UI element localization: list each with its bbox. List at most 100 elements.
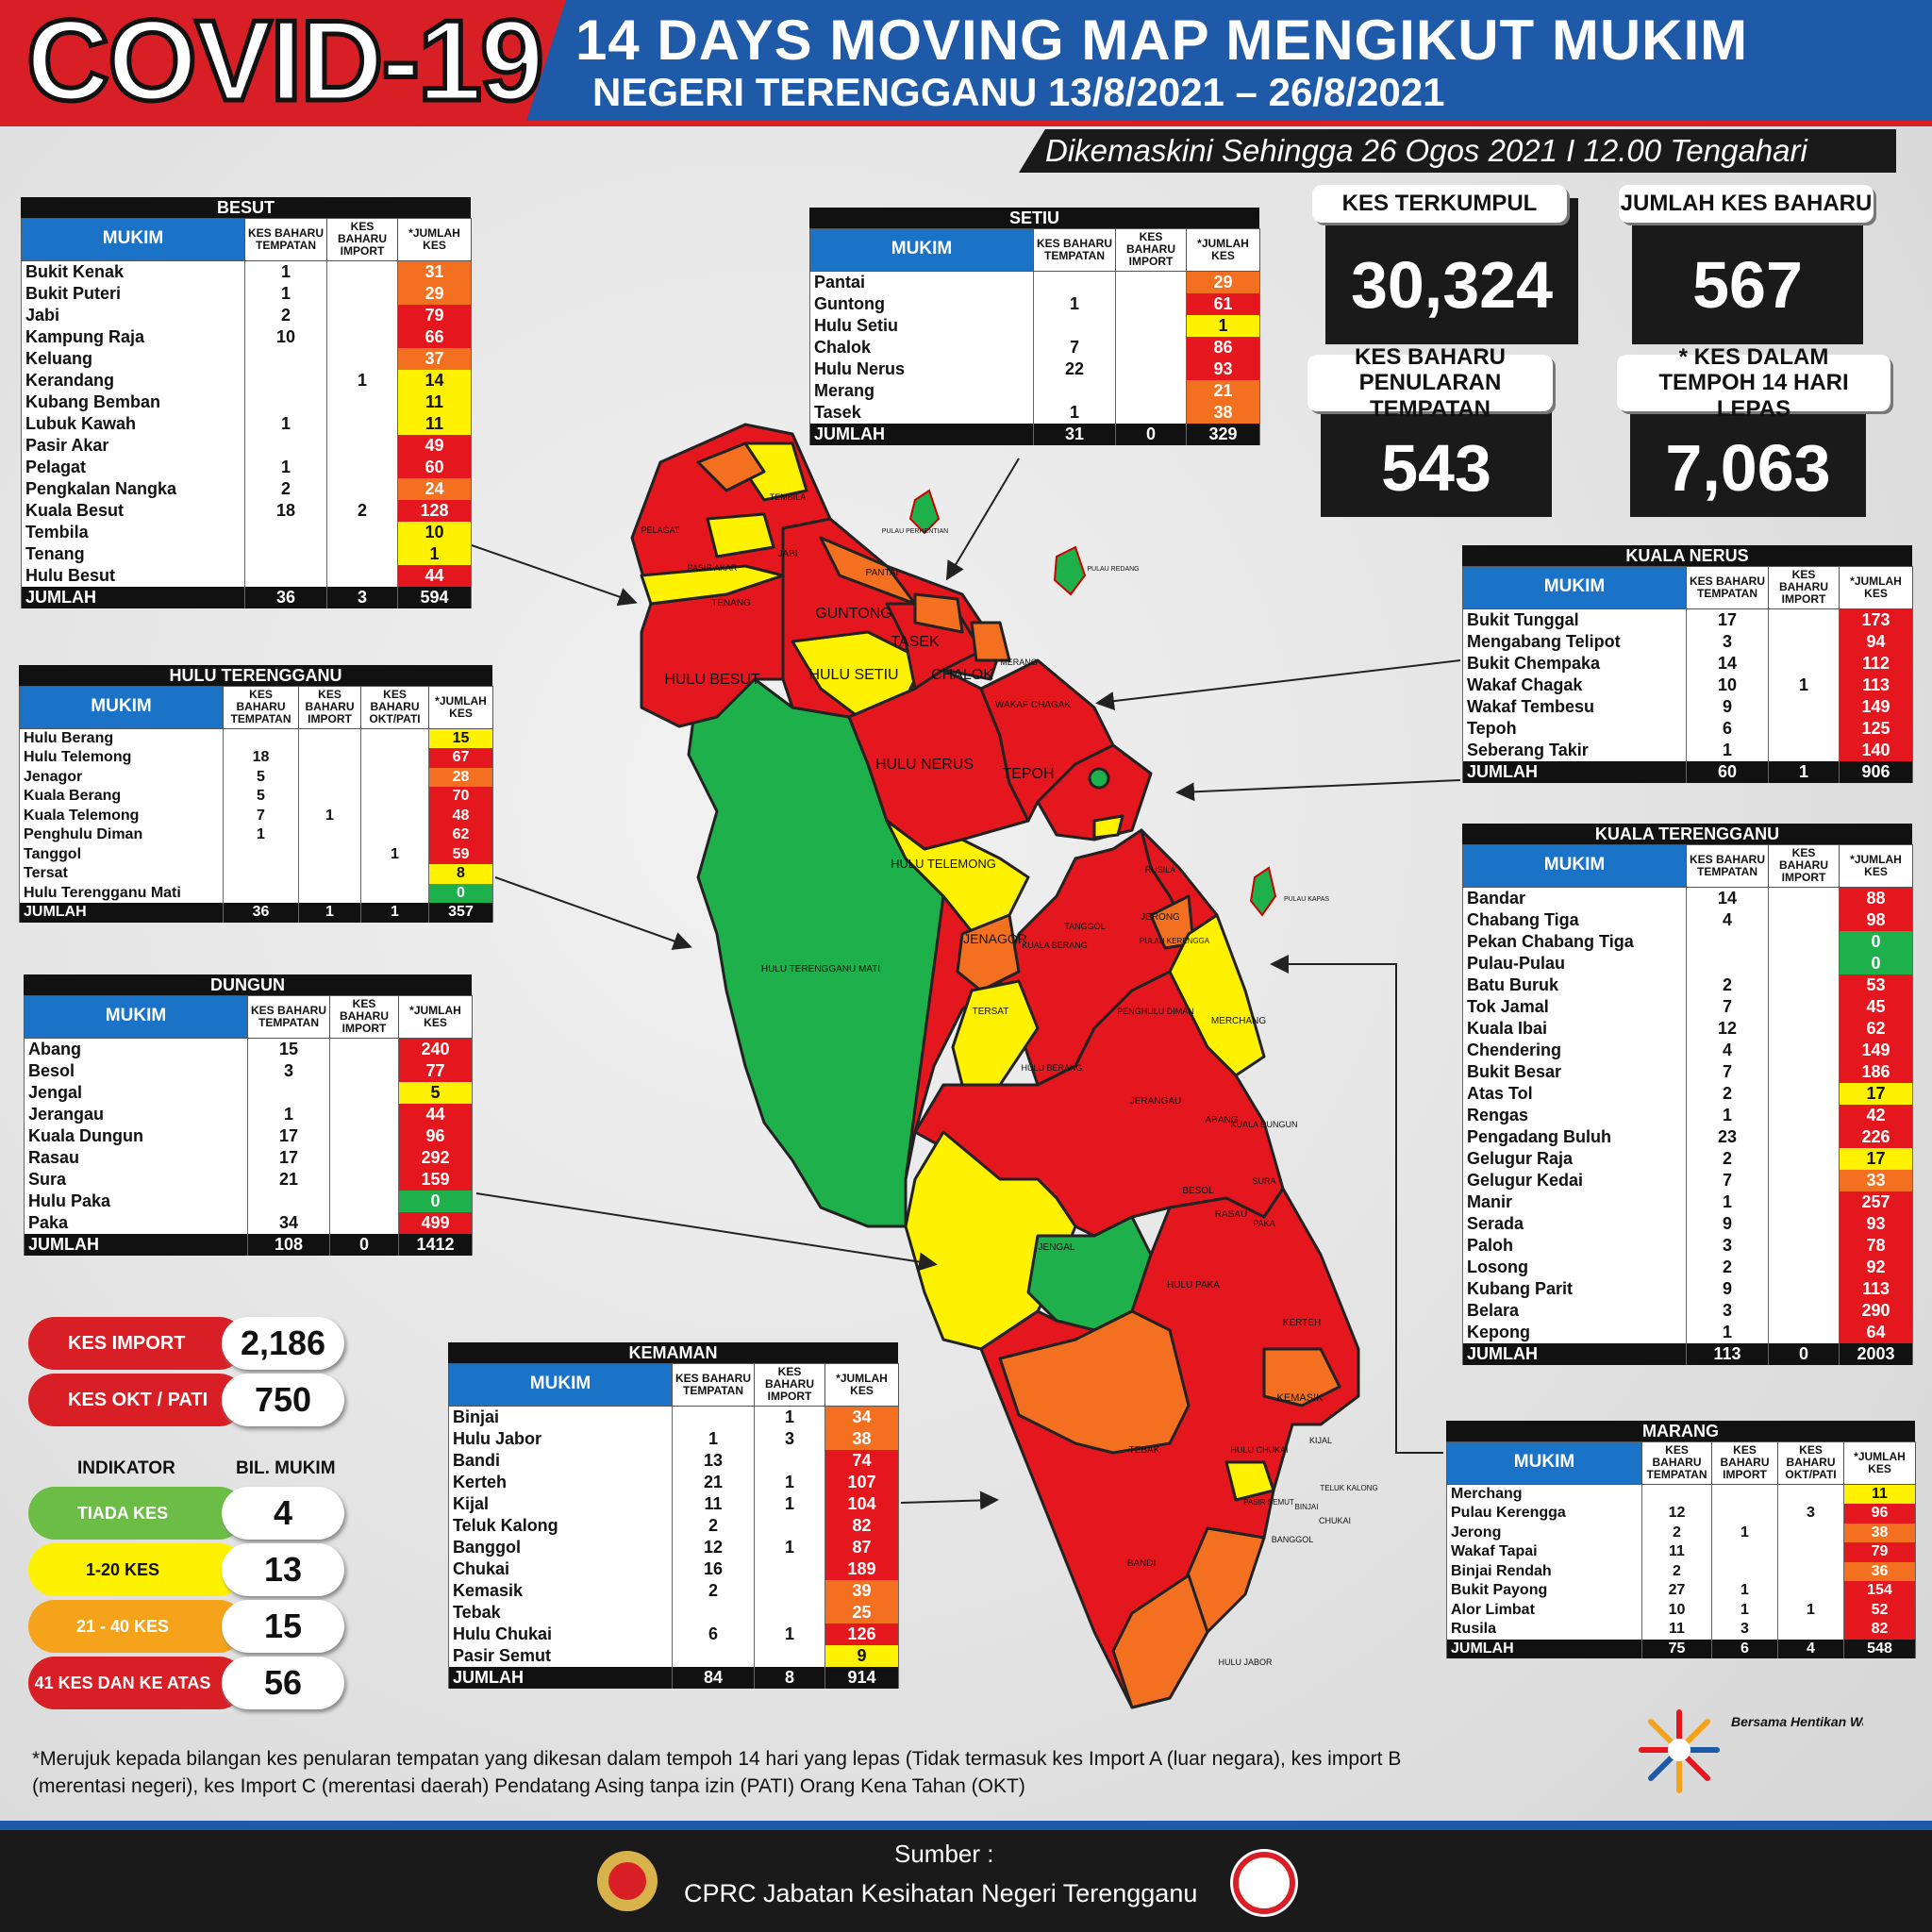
kuala-nerus-table-title: KUALA NERUS — [1462, 545, 1912, 566]
table-row: Hulu Setiu 1 — [809, 314, 1260, 337]
total-cases: 96 — [1843, 1504, 1916, 1524]
case-count — [1033, 271, 1116, 293]
mukim-name: Hulu Terengganu Mati — [19, 883, 224, 904]
total-value: 0 — [329, 1233, 399, 1256]
case-count: 1 — [326, 369, 398, 391]
mukim-name: Chalok — [809, 336, 1034, 358]
map-label-jabi: JABI — [777, 549, 797, 559]
besut-table: BESUT MUKIM KES BAHARU TEMPATAN KES BAHARU… — [21, 197, 472, 608]
mukim-name: Paka — [24, 1211, 248, 1234]
map-label-jenagor: JENAGOR — [963, 931, 1027, 946]
total-cases: 59 — [428, 844, 493, 865]
col-import: KES BAHARU IMPORT — [298, 686, 361, 729]
source-text: CPRC Jabatan Kesihatan Negeri Terengganu — [684, 1879, 1198, 1907]
table-row: Kampung Raja 10 66 — [21, 325, 472, 348]
map-label-hulu-telemong: HULU TELEMONG — [891, 857, 996, 871]
case-count — [223, 864, 299, 884]
map-label-jengal: JENGAL — [1039, 1242, 1075, 1253]
map-label-merchang: MERCHANG — [1211, 1016, 1267, 1026]
table-row: Rasau 17 292 — [24, 1146, 473, 1169]
table-row: Hulu Telemong 18 67 — [19, 748, 493, 768]
table-row: Bukit Payong 27 1 154 — [1446, 1581, 1916, 1601]
total-value: 2003 — [1839, 1342, 1913, 1365]
besut-table-title: BESUT — [21, 197, 471, 218]
case-count — [754, 1644, 825, 1667]
case-count — [329, 1124, 399, 1147]
table-row: Bandar 14 88 — [1462, 887, 1913, 909]
map-label-guntong: GUNTONG — [815, 606, 891, 622]
case-count — [244, 391, 327, 413]
mukim-name: Hulu Nerus — [809, 358, 1034, 380]
col-okt: KES BAHARU OKT/PATI — [360, 686, 429, 729]
mukim-name: Pulau Kerengga — [1446, 1504, 1642, 1524]
mukim-name: Tanggol — [19, 844, 224, 865]
case-count — [360, 748, 429, 768]
col-local: KES BAHARU TEMPATAN — [247, 995, 330, 1039]
case-count: 7 — [1686, 1060, 1769, 1083]
total-cases: 0 — [1839, 930, 1913, 953]
total-label: JUMLAH — [809, 423, 1034, 445]
case-count — [244, 521, 327, 543]
total-value: 113 — [1686, 1342, 1769, 1365]
table-total-row: JUMLAH 36 3 594 — [21, 586, 472, 608]
case-count — [1115, 336, 1187, 358]
case-count: 3 — [247, 1059, 330, 1082]
col-local: KES BAHARU TEMPATAN — [1641, 1441, 1712, 1485]
total-cases: 60 — [397, 456, 472, 478]
mukim-name: Kuala Besut — [21, 499, 245, 522]
case-count — [1768, 1125, 1840, 1148]
case-count: 10 — [1641, 1600, 1712, 1621]
map-label-pasir-akar: PASIR AKAR — [688, 563, 738, 573]
case-count — [1115, 292, 1187, 315]
map-label-kuala-dungun: KUALA DUNGUN — [1230, 1120, 1297, 1129]
total-cases: 113 — [1839, 674, 1913, 696]
total-value: 594 — [397, 586, 472, 608]
col-mukim: MUKIM — [1446, 1441, 1642, 1485]
case-count: 9 — [1686, 1212, 1769, 1235]
case-count: 11 — [672, 1492, 755, 1515]
total-value: 31 — [1033, 423, 1116, 445]
case-count: 7 — [1686, 1169, 1769, 1191]
table-row: Kerandang 1 14 — [21, 369, 472, 391]
table-total-row: JUMLAH 108 0 1412 — [24, 1233, 473, 1256]
mukim-name: Bukit Chempaka — [1462, 652, 1687, 675]
case-count: 1 — [1686, 1104, 1769, 1126]
case-count — [754, 1514, 825, 1537]
case-count — [298, 825, 361, 845]
total-cases: 11 — [397, 412, 472, 435]
case-count — [326, 325, 398, 348]
slogan-logo: Bersama Hentikan Wabak Covid-19 — [1639, 1709, 1863, 1793]
map-label-kuala-berang: KUALA BERANG — [1022, 941, 1088, 950]
table-row: Serada 9 93 — [1462, 1212, 1913, 1235]
table-row: Batu Buruk 2 53 — [1462, 974, 1913, 996]
total-cases: 93 — [1186, 358, 1260, 380]
mukim-name: Mengabang Telipot — [1462, 630, 1687, 653]
total-cases: 240 — [398, 1038, 473, 1060]
case-count — [1641, 1484, 1712, 1505]
table-row: Pasir Akar 49 — [21, 434, 472, 457]
case-count — [360, 728, 429, 749]
mukim-name: Bukit Besar — [1462, 1060, 1687, 1083]
case-count: 11 — [1641, 1542, 1712, 1562]
table-row: Tembila 10 — [21, 521, 472, 543]
kemaman-table: KEMAMAN MUKIM KES BAHARU TEMPATAN KES BAHA… — [448, 1342, 899, 1689]
case-count — [329, 1168, 399, 1191]
total-cases: 1 — [397, 542, 472, 565]
total-cases: 87 — [824, 1536, 899, 1558]
table-row: Paka 34 499 — [24, 1211, 473, 1234]
hulu-terengganu-table: HULU TERENGGANU MUKIM KES BAHARU TEMPATAN… — [19, 665, 493, 923]
col-import: KES BAHARU IMPORT — [326, 218, 398, 261]
case-count — [1777, 1620, 1844, 1640]
stat-new-cases-value: 567 — [1692, 248, 1803, 322]
table-row: Seberang Takir 1 140 — [1462, 739, 1913, 761]
map-label-merang: MERANG — [1000, 658, 1038, 667]
legend-count-r: 56 — [222, 1657, 344, 1709]
table-row: Wakaf Tembesu 9 149 — [1462, 695, 1913, 718]
table-row: Lubuk Kawah 1 11 — [21, 412, 472, 435]
case-count — [329, 1081, 399, 1104]
case-count: 3 — [754, 1427, 825, 1450]
table-row: Rengas 1 42 — [1462, 1104, 1913, 1126]
mukim-name: Abang — [24, 1038, 248, 1060]
mukim-name: Jengal — [24, 1081, 248, 1104]
kemaman-table-title: KEMAMAN — [448, 1342, 898, 1363]
